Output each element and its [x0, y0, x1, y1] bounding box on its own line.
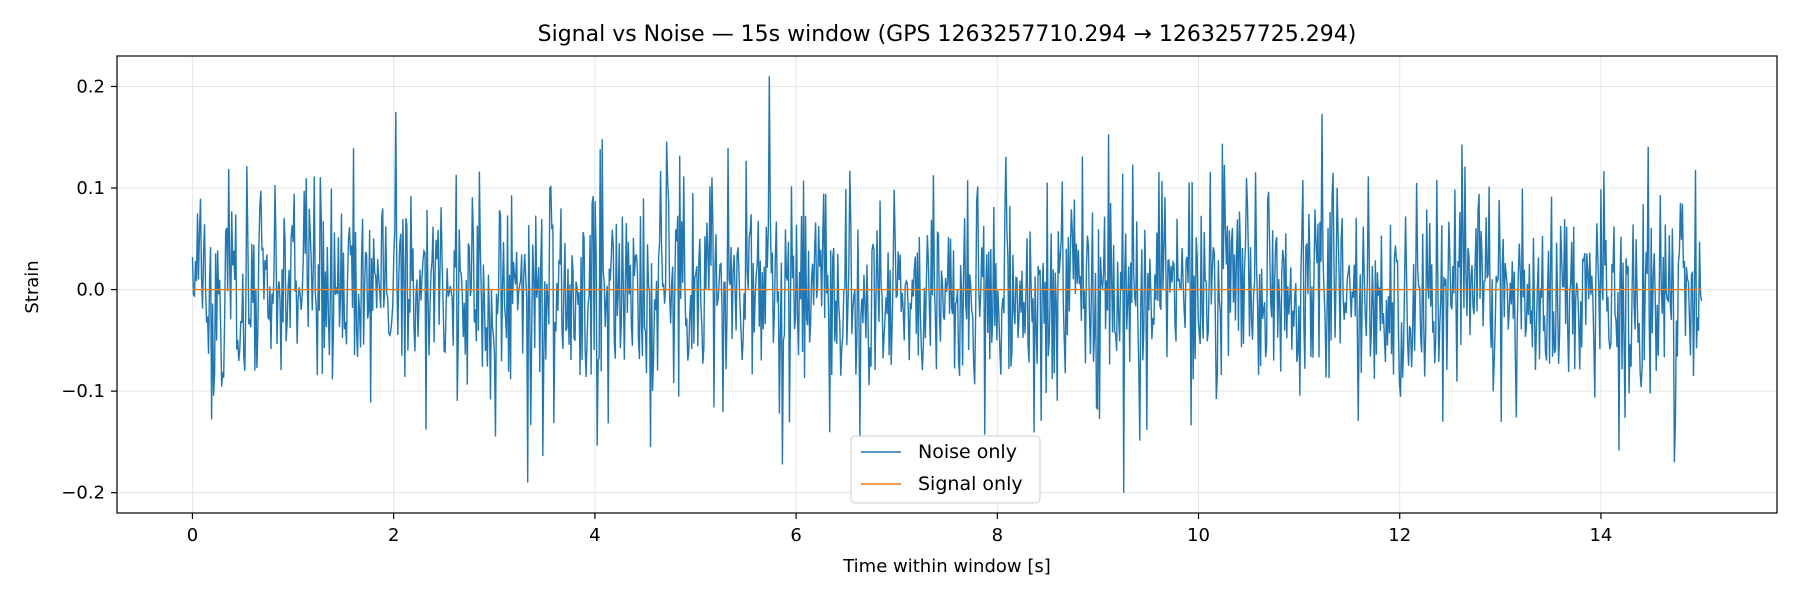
x-tick-label: 2: [388, 525, 399, 546]
x-tick-label: 8: [992, 525, 1003, 546]
legend-label-noise-only: Noise only: [918, 441, 1017, 463]
y-tick-label: −0.2: [61, 483, 105, 504]
x-tick-label: 12: [1388, 525, 1411, 546]
y-tick-label: −0.1: [61, 381, 105, 402]
x-tick-label: 14: [1589, 525, 1612, 546]
x-tick-label: 0: [187, 525, 198, 546]
x-tick-label: 6: [790, 525, 801, 546]
y-axis-label: Strain: [22, 260, 43, 313]
y-tick-label: 0.1: [76, 178, 105, 199]
plot-series: [191, 76, 1703, 493]
x-tick-label: 4: [589, 525, 600, 546]
x-tick-label: 10: [1187, 525, 1210, 546]
legend: Noise only Signal only: [850, 435, 1041, 504]
y-axis: −0.2 −0.1 0.0 0.1 0.2: [61, 76, 117, 504]
legend-label-signal-only: Signal only: [918, 473, 1023, 495]
y-tick-label: 0.0: [76, 280, 105, 301]
y-tick-label: 0.2: [76, 76, 105, 97]
chart-title: Signal vs Noise — 15s window (GPS 126325…: [538, 22, 1357, 47]
x-axis: 0 2 4 6 8 10 12 14: [187, 513, 1612, 546]
noise-only-line: [191, 76, 1703, 493]
x-axis-label: Time within window [s]: [842, 556, 1051, 577]
plot-frame: [116, 55, 1778, 514]
